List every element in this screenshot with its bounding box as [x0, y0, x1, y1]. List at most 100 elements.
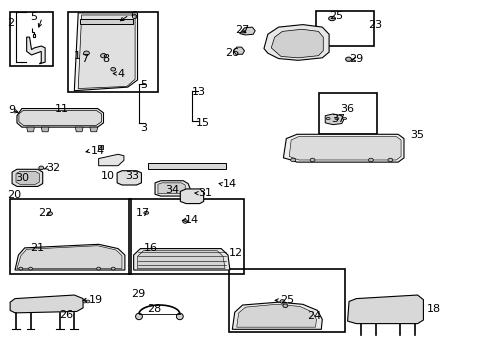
Bar — [10, 12, 53, 66]
Polygon shape — [137, 251, 224, 269]
Polygon shape — [148, 163, 225, 169]
Ellipse shape — [83, 300, 87, 303]
Ellipse shape — [183, 220, 187, 223]
Ellipse shape — [325, 117, 329, 120]
Polygon shape — [17, 109, 103, 127]
Bar — [128, 199, 244, 274]
Ellipse shape — [29, 267, 32, 270]
Polygon shape — [232, 302, 322, 329]
Text: 14: 14 — [90, 146, 104, 156]
Text: 35: 35 — [409, 130, 423, 140]
Polygon shape — [288, 136, 400, 160]
Text: 30: 30 — [15, 173, 29, 183]
Text: 27: 27 — [234, 25, 248, 35]
Polygon shape — [180, 189, 203, 203]
Bar — [68, 12, 158, 92]
Text: 25: 25 — [329, 11, 343, 21]
Ellipse shape — [309, 158, 314, 162]
Polygon shape — [27, 37, 45, 64]
Ellipse shape — [111, 267, 115, 270]
Text: 26: 26 — [59, 310, 73, 320]
Ellipse shape — [283, 304, 287, 307]
Text: 2: 2 — [7, 18, 14, 28]
Ellipse shape — [290, 158, 295, 162]
Polygon shape — [117, 171, 141, 185]
Ellipse shape — [328, 17, 335, 21]
Polygon shape — [264, 24, 328, 60]
Text: 21: 21 — [30, 243, 44, 253]
Polygon shape — [12, 169, 42, 186]
Polygon shape — [17, 246, 122, 269]
Polygon shape — [99, 154, 123, 166]
Text: 14: 14 — [222, 179, 236, 189]
Text: 14: 14 — [185, 215, 199, 225]
Polygon shape — [80, 19, 132, 23]
Text: 10: 10 — [101, 171, 115, 181]
Polygon shape — [233, 47, 244, 54]
Ellipse shape — [86, 300, 90, 303]
Ellipse shape — [135, 313, 142, 320]
Polygon shape — [41, 127, 49, 132]
Polygon shape — [155, 181, 191, 196]
Polygon shape — [347, 295, 423, 324]
Text: 1: 1 — [73, 51, 80, 61]
Ellipse shape — [387, 158, 392, 162]
Text: 18: 18 — [426, 304, 440, 314]
Polygon shape — [90, 127, 98, 132]
Text: 23: 23 — [367, 19, 381, 30]
Text: 20: 20 — [7, 190, 21, 200]
Ellipse shape — [345, 57, 351, 62]
Ellipse shape — [368, 158, 372, 162]
Ellipse shape — [83, 51, 89, 55]
Polygon shape — [98, 145, 103, 149]
Text: 9: 9 — [9, 105, 16, 115]
Polygon shape — [10, 295, 83, 313]
Ellipse shape — [280, 300, 285, 303]
Text: 8: 8 — [102, 54, 109, 64]
Text: 29: 29 — [349, 54, 363, 64]
Text: 5: 5 — [30, 13, 38, 22]
Text: 24: 24 — [306, 311, 320, 321]
Polygon shape — [325, 114, 343, 125]
Polygon shape — [239, 27, 255, 35]
Text: 31: 31 — [198, 188, 212, 198]
Bar — [10, 199, 130, 274]
Text: 15: 15 — [196, 118, 209, 128]
Text: 29: 29 — [131, 289, 145, 298]
Text: 13: 13 — [192, 87, 205, 98]
Ellipse shape — [19, 267, 23, 270]
Text: 33: 33 — [125, 171, 139, 181]
Text: 11: 11 — [55, 104, 69, 113]
Ellipse shape — [39, 166, 43, 170]
Polygon shape — [75, 127, 83, 132]
Polygon shape — [283, 134, 403, 162]
Polygon shape — [19, 111, 102, 125]
Polygon shape — [158, 183, 185, 194]
Ellipse shape — [101, 54, 106, 58]
Text: 4: 4 — [117, 68, 124, 78]
Text: 25: 25 — [280, 296, 293, 305]
Text: 32: 32 — [46, 163, 61, 173]
Text: 3: 3 — [140, 123, 147, 133]
Polygon shape — [16, 171, 39, 184]
Text: 12: 12 — [228, 248, 242, 258]
Ellipse shape — [342, 117, 346, 120]
Polygon shape — [271, 29, 323, 58]
Polygon shape — [74, 13, 137, 91]
Text: 16: 16 — [143, 243, 158, 253]
Text: 37: 37 — [330, 114, 345, 124]
Text: 36: 36 — [339, 104, 353, 113]
Text: 17: 17 — [136, 208, 150, 218]
Text: 34: 34 — [165, 185, 179, 195]
Text: 26: 26 — [224, 48, 239, 58]
Text: 5: 5 — [140, 80, 147, 90]
Text: 22: 22 — [38, 208, 52, 218]
Text: 19: 19 — [88, 295, 102, 305]
Polygon shape — [133, 249, 229, 270]
Ellipse shape — [143, 211, 148, 214]
Polygon shape — [27, 127, 34, 132]
Bar — [315, 11, 373, 46]
Ellipse shape — [97, 267, 101, 270]
Text: 6: 6 — [130, 11, 137, 21]
Bar — [319, 93, 376, 134]
